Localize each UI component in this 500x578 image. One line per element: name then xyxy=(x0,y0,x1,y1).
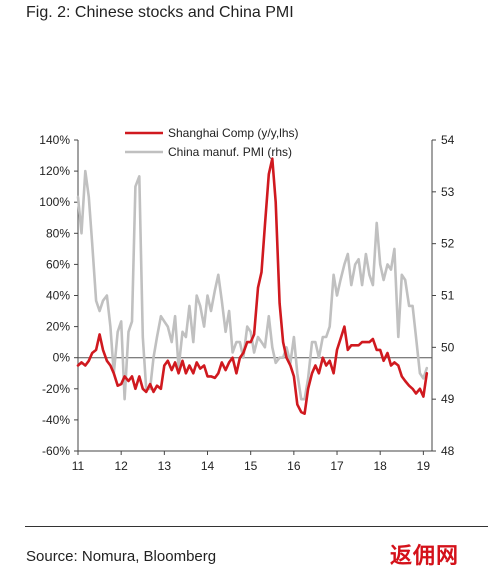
left-tick-label: 20% xyxy=(46,320,70,334)
left-tick-label: -60% xyxy=(42,444,70,458)
x-tick-label: 19 xyxy=(417,459,431,473)
left-tick-label: 0% xyxy=(53,351,71,365)
left-tick-label: 40% xyxy=(46,289,70,303)
left-tick-label: 120% xyxy=(39,164,70,178)
x-tick-label: 13 xyxy=(158,459,172,473)
left-tick-label: -40% xyxy=(42,413,70,427)
chart-legend: Shanghai Comp (y/y,lhs) China manuf. PMI … xyxy=(125,126,299,159)
left-tick-label: -20% xyxy=(42,382,70,396)
left-tick-label: 140% xyxy=(39,133,70,147)
right-tick-label: 53 xyxy=(441,185,455,199)
site-watermark: 返佣网 xyxy=(390,544,460,569)
x-tick-label: 14 xyxy=(201,459,215,473)
x-tick-label: 17 xyxy=(330,459,344,473)
x-tick-label: 15 xyxy=(244,459,258,473)
series-line-shanghai xyxy=(76,157,429,416)
source-divider xyxy=(25,526,488,527)
left-tick-label: 80% xyxy=(46,226,70,240)
right-tick-label: 52 xyxy=(441,237,455,251)
source-note: Source: Nomura, Bloomberg xyxy=(26,548,217,565)
x-tick-label: 11 xyxy=(72,459,85,473)
left-tick-label: 60% xyxy=(46,257,70,271)
x-tick-label: 16 xyxy=(287,459,301,473)
right-tick-label: 50 xyxy=(441,340,455,354)
chart-axes: 140% 120% 100% 80% 60% 40% 20% 0% -20% -40% -60% 54… xyxy=(39,133,454,473)
chart-series xyxy=(76,157,429,416)
right-tick-label: 54 xyxy=(441,133,455,147)
x-tick-label: 12 xyxy=(114,459,128,473)
right-tick-label: 51 xyxy=(441,289,455,303)
x-tick-label: 18 xyxy=(374,459,388,473)
right-tick-label: 48 xyxy=(441,444,455,458)
legend-label: Shanghai Comp (y/y,lhs) xyxy=(168,126,299,140)
right-tick-label: 49 xyxy=(441,392,455,406)
series-line-pmi xyxy=(76,169,429,401)
figure-title: Fig. 2: Chinese stocks and China PMI xyxy=(26,4,294,21)
legend-label: China manuf. PMI (rhs) xyxy=(168,145,292,159)
left-tick-label: 100% xyxy=(39,195,70,209)
